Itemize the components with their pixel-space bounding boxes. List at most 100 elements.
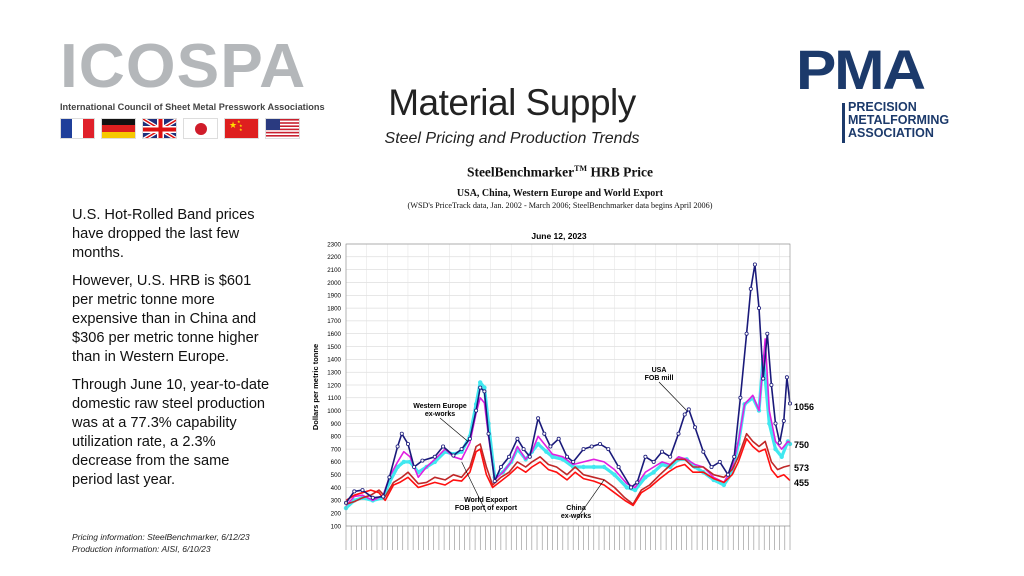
- data-point: [676, 431, 681, 436]
- annotation-world-export-leader: [461, 461, 487, 513]
- data-point: [492, 479, 497, 484]
- data-point: [769, 382, 774, 387]
- germany-flag: [101, 118, 136, 139]
- data-point: [651, 459, 656, 464]
- china-flag: ★ ★ ★ ★: [224, 118, 259, 139]
- annotation-usa-text: USA: [652, 367, 667, 374]
- data-point: [701, 449, 706, 454]
- chart-lines: [343, 262, 793, 511]
- y-tick-label: 2300: [327, 241, 341, 248]
- data-point: [544, 449, 549, 454]
- annotation-western-europe-text: Western Europe: [413, 403, 467, 410]
- y-tick-label: 100: [331, 523, 342, 530]
- data-point: [777, 440, 782, 445]
- x-axis-ticks: [345, 526, 791, 550]
- y-tick-label: 1400: [327, 357, 341, 364]
- chart-note: (WSD's PriceTrack data, Jan. 2002 - Marc…: [407, 201, 713, 210]
- end-label: 750: [794, 440, 809, 450]
- data-point: [581, 447, 586, 452]
- data-point: [370, 495, 375, 500]
- data-point: [748, 286, 753, 291]
- data-point: [486, 431, 491, 436]
- data-point: [556, 436, 561, 441]
- pma-logo: PMA PRECISION METALFORMING ASSOCIATION: [796, 42, 971, 148]
- data-point: [498, 464, 503, 469]
- data-point: [773, 421, 778, 426]
- annotation-western-europe-text: ex-works: [425, 411, 455, 418]
- data-point: [535, 441, 541, 447]
- annotation-usa-leader: [658, 381, 687, 411]
- annotation-world-export-text: FOB port of export: [455, 505, 518, 512]
- data-point: [474, 408, 479, 413]
- chart-grid: [345, 243, 790, 527]
- data-point: [387, 475, 392, 480]
- data-point: [581, 464, 586, 470]
- source-notes: Pricing information: SteelBenchmarker, 6…: [72, 531, 250, 555]
- data-point: [542, 431, 547, 436]
- y-tick-label: 300: [331, 498, 342, 505]
- paragraph-hrb-premium: However, U.S. HRB is $601 per metric ton…: [72, 273, 259, 365]
- data-point: [659, 449, 664, 454]
- data-point: [635, 480, 640, 485]
- data-point: [616, 464, 621, 469]
- data-point: [482, 385, 487, 390]
- chart-title-end: HRB Price: [587, 164, 654, 180]
- data-point: [744, 331, 749, 336]
- chart-title-main: SteelBenchmarker: [466, 164, 575, 180]
- data-point: [399, 431, 404, 436]
- y-tick-label: 1600: [327, 331, 341, 338]
- chart-title: SteelBenchmarkerTM HRB Price: [400, 164, 720, 181]
- data-point: [360, 488, 365, 493]
- source-production: Production information: AISI, 6/10/23: [72, 544, 211, 554]
- data-point: [643, 475, 648, 480]
- data-point: [612, 472, 617, 477]
- y-tick-label: 1100: [328, 395, 342, 402]
- data-point: [406, 441, 411, 446]
- usa-flag: [265, 118, 300, 139]
- france-flag: [60, 118, 95, 139]
- y-tick-label: 600: [331, 459, 342, 466]
- y-tick-label: 500: [331, 472, 342, 479]
- data-point: [784, 375, 789, 380]
- data-point: [571, 459, 576, 464]
- pma-line-2: METALFORMING: [848, 113, 950, 127]
- data-point: [527, 454, 532, 459]
- annotation-china-text: China: [566, 505, 586, 512]
- y-tick-label: 2200: [327, 254, 341, 261]
- data-point: [643, 454, 648, 459]
- data-point: [352, 489, 357, 494]
- data-point: [773, 446, 778, 452]
- data-point: [738, 395, 743, 400]
- paragraph-hrb-drop: U.S. Hot-Rolled Band prices have dropped…: [72, 207, 255, 261]
- data-point: [632, 487, 638, 493]
- data-point: [682, 412, 687, 417]
- data-point: [601, 464, 607, 470]
- data-point: [432, 454, 437, 459]
- y-tick-label: 1200: [327, 382, 341, 389]
- y-tick-label: 1700: [327, 318, 341, 325]
- series-line: [345, 432, 791, 505]
- icospa-subtitle: International Council of Sheet Metal Pre…: [60, 102, 325, 112]
- data-point: [478, 385, 483, 390]
- y-tick-label: 800: [331, 434, 342, 441]
- data-point: [482, 389, 487, 394]
- end-value-labels: 1056 750 573 455: [794, 402, 814, 488]
- y-tick-label: 1000: [327, 408, 341, 415]
- trademark-mark: TM: [574, 164, 588, 173]
- end-label: 455: [794, 478, 809, 488]
- data-point: [721, 482, 727, 488]
- data-point: [589, 444, 594, 449]
- data-point: [515, 436, 520, 441]
- plot-frame: [345, 243, 791, 527]
- data-point: [536, 416, 541, 421]
- slide-subtitle: Steel Pricing and Production Trends: [384, 130, 640, 147]
- data-point: [725, 472, 730, 477]
- y-tick-label: 2000: [327, 280, 341, 287]
- y-tick-label: 1900: [327, 293, 341, 300]
- y-axis-label: Dollars per metric tonne: [311, 344, 320, 430]
- data-point: [381, 494, 386, 499]
- data-point: [597, 441, 602, 446]
- data-point: [395, 444, 400, 449]
- data-point: [441, 444, 446, 449]
